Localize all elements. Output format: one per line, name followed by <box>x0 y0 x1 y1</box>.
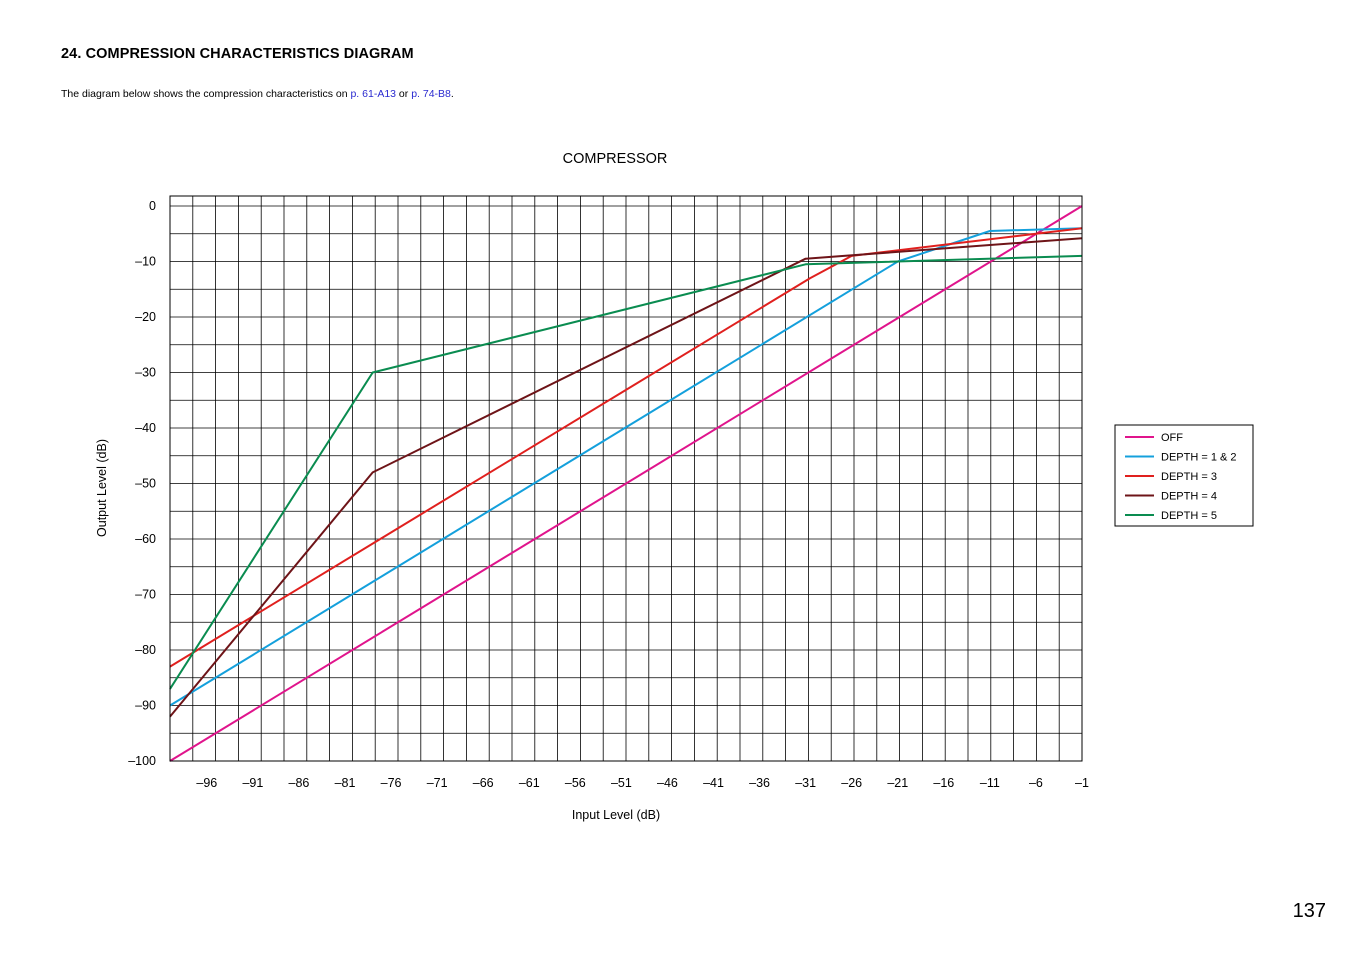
intro-text-1: The diagram below shows the compression … <box>61 88 351 100</box>
x-tick-label: –61 <box>519 776 540 790</box>
y-axis-ticks: 0 –10 –20 –30 –40 –50 –60 –70 –80 –90 –100 <box>128 199 156 768</box>
legend-label: DEPTH = 5 <box>1161 510 1217 522</box>
y-tick-label: –30 <box>135 366 156 380</box>
y-tick-label: –10 <box>135 255 156 269</box>
x-axis-ticks: –96 –91 –86 –81 –76 –71 –66 –61 –56 –51 –46 –41 –36 –… <box>196 776 1089 790</box>
intro-text-2: or <box>396 88 412 100</box>
legend-label: OFF <box>1161 432 1183 444</box>
x-tick-label: –96 <box>196 776 217 790</box>
page-number: 137 <box>1292 900 1326 922</box>
series-lines <box>169 205 1083 762</box>
x-tick-label: –36 <box>749 776 770 790</box>
y-tick-label: –80 <box>135 643 156 657</box>
page-heading: 24. COMPRESSION CHARACTERISTICS DIAGRAM <box>61 46 414 62</box>
plot-frame <box>169 195 1083 762</box>
series-line-depth-3 <box>169 227 1083 668</box>
x-tick-label: –51 <box>611 776 632 790</box>
x-tick-label: –11 <box>980 776 1000 790</box>
intro-paragraph: The diagram below shows the compression … <box>61 88 454 100</box>
y-tick-label: –50 <box>135 477 156 491</box>
x-tick-label: –56 <box>565 776 586 790</box>
x-tick-label: –91 <box>242 776 263 790</box>
legend-label: DEPTH = 4 <box>1161 491 1217 503</box>
intro-text-3: . <box>450 88 454 100</box>
y-tick-label: 0 <box>149 199 156 213</box>
x-tick-label: –66 <box>473 776 494 790</box>
y-tick-label: –40 <box>135 421 156 435</box>
y-axis-title: Output Level (dB) <box>95 439 109 537</box>
y-tick-label: –20 <box>135 310 156 324</box>
series-line-depth-1-2 <box>169 227 1083 707</box>
x-tick-label: –86 <box>289 776 310 790</box>
link-p61-a13[interactable]: p. 61-A13 <box>350 88 397 100</box>
x-tick-label: –41 <box>703 776 724 790</box>
series-line-depth-4 <box>169 237 1083 718</box>
x-tick-label: –26 <box>841 776 862 790</box>
x-tick-label: –71 <box>427 776 448 790</box>
grid <box>170 196 1082 761</box>
legend-label: DEPTH = 3 <box>1161 471 1217 483</box>
series-line-off <box>169 205 1083 762</box>
x-axis-title: Input Level (dB) <box>572 808 660 822</box>
x-tick-label: –31 <box>795 776 816 790</box>
series-line-depth-5 <box>169 254 1083 690</box>
x-tick-label: –16 <box>933 776 954 790</box>
y-tick-label: –100 <box>128 754 156 768</box>
y-tick-label: –60 <box>135 532 156 546</box>
link-p74-b8[interactable]: p. 74-B8 <box>411 88 451 100</box>
legend-label: DEPTH = 1 & 2 <box>1161 452 1237 464</box>
x-tick-label: –81 <box>335 776 356 790</box>
x-tick-label: –6 <box>1029 776 1043 790</box>
chart-title: COMPRESSOR <box>563 151 668 167</box>
x-tick-label: –1 <box>1075 776 1089 790</box>
x-tick-label: –46 <box>657 776 678 790</box>
y-tick-label: –70 <box>135 588 156 602</box>
legend: OFF DEPTH = 1 & 2 DEPTH = 3 DEPTH = 4 DEPTH … <box>1114 424 1254 527</box>
x-tick-label: –76 <box>381 776 402 790</box>
x-tick-label: –21 <box>887 776 908 790</box>
y-tick-label: –90 <box>135 699 156 713</box>
